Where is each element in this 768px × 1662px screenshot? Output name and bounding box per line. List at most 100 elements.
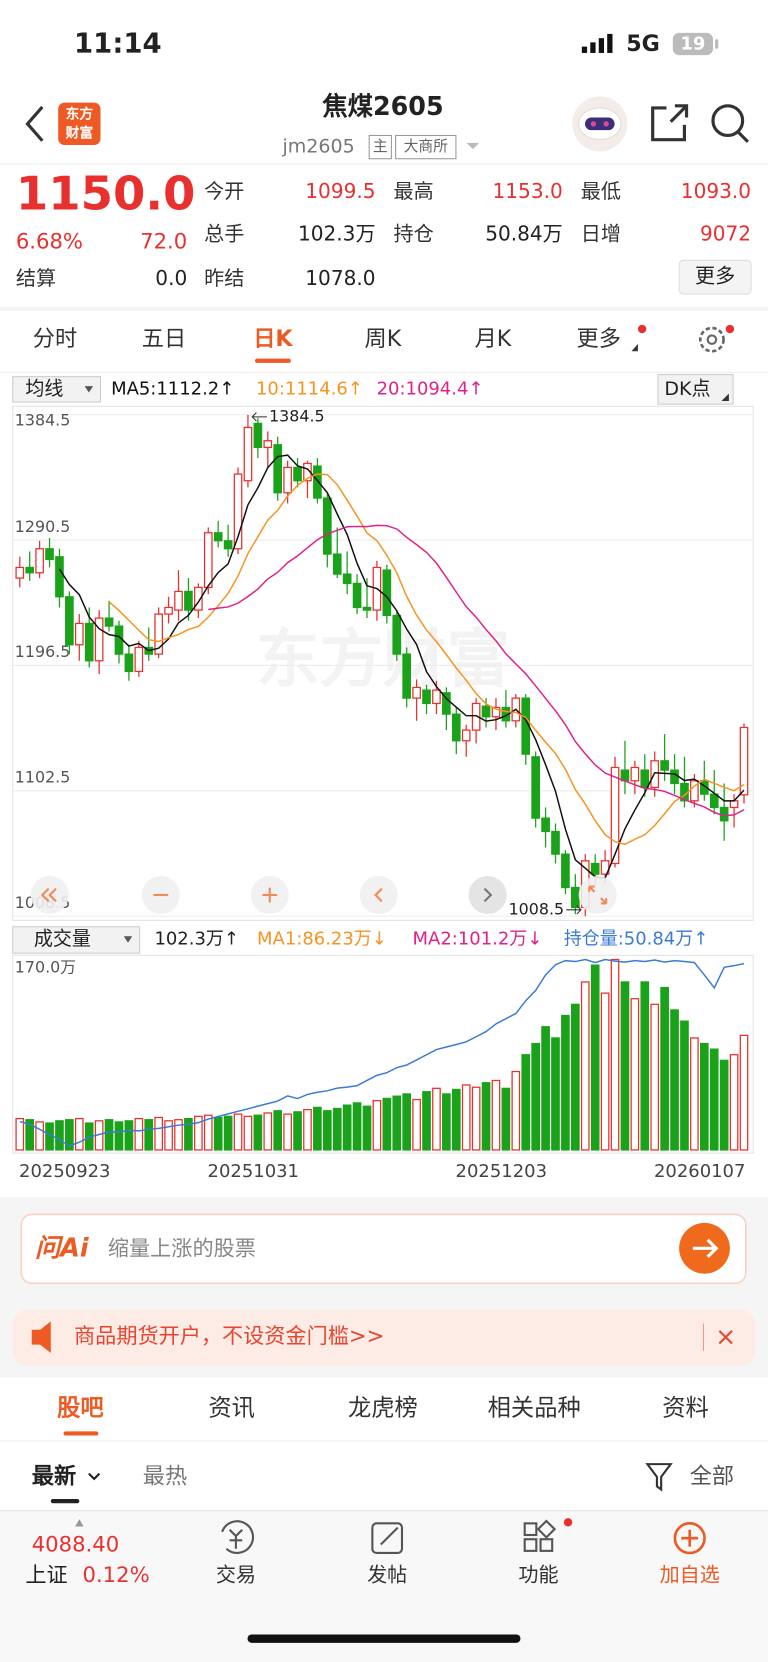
legend-entry: 102.3万↑: [154, 928, 238, 949]
tag-box: [368, 134, 392, 160]
volume-bar: [35, 1121, 44, 1151]
volume-bar: [551, 1037, 560, 1151]
ask-box[interactable]: [20, 1213, 747, 1285]
candle-body: [699, 780, 709, 795]
period-tab[interactable]: 日K: [253, 326, 293, 352]
content-tab[interactable]: 股吧: [57, 1395, 104, 1422]
kline-frame: [12, 405, 754, 921]
ask-placeholder[interactable]: 缩量上涨的股票: [108, 1235, 256, 1260]
volume-bar: [412, 1098, 421, 1151]
volume-bar: [273, 1110, 283, 1151]
candle-body: [313, 465, 322, 499]
period-tab[interactable]: 五日: [142, 326, 186, 352]
filter-hot[interactable]: 最热: [143, 1463, 187, 1489]
divider: [0, 306, 768, 312]
expand[interactable]: [578, 875, 617, 915]
ma-selector[interactable]: [12, 376, 102, 403]
candle-body: [243, 426, 253, 482]
code: jm2605: [281, 136, 354, 158]
period-tab[interactable]: 分时: [33, 326, 77, 352]
share-icon[interactable]: [651, 104, 689, 142]
field-value: 1153.0: [493, 179, 563, 203]
volume-bar: [342, 1104, 352, 1151]
ma-line: [208, 524, 745, 817]
volume-bar: [174, 1119, 183, 1151]
legend-entry: MA1:86.23万↓: [257, 928, 387, 949]
low-label: 1008.5: [509, 899, 564, 918]
candle-body: [392, 614, 402, 655]
candle-body: [134, 646, 144, 673]
legend-entry: 10:1114.6↑: [256, 378, 363, 399]
nav-item[interactable]: 加自选: [660, 1563, 720, 1587]
dk-label[interactable]: DK点: [664, 378, 710, 400]
volume-bar: [660, 986, 669, 1151]
collapse-icon[interactable]: [75, 1519, 84, 1527]
add-watch-icon[interactable]: [673, 1522, 706, 1555]
candle-body: [303, 462, 312, 482]
assistant-avatar[interactable]: [572, 96, 628, 152]
x-tick-label: 20250923: [19, 1161, 110, 1182]
nav-item[interactable]: 发帖: [367, 1563, 407, 1587]
candle-body: [739, 726, 749, 796]
candle-body: [471, 702, 481, 731]
period-tabs: 分时 五日 日K 周K 月K 更多: [33, 326, 638, 363]
legend-entry: 持仓量:50.84万↑: [564, 928, 708, 949]
y-tick-label: 1290.5: [15, 517, 70, 536]
nav-item[interactable]: 功能: [518, 1563, 558, 1587]
pan-left[interactable]: [359, 875, 398, 915]
settings-icon[interactable]: [698, 326, 725, 353]
volume-bar: [491, 1079, 501, 1151]
indicator-selector[interactable]: [12, 926, 141, 954]
candle-body: [293, 466, 302, 482]
chart-control-icons: [40, 885, 608, 905]
search-icon[interactable]: [711, 104, 750, 143]
candle-body: [213, 532, 223, 542]
content-tab[interactable]: 相关品种: [488, 1395, 581, 1422]
x-tick-label: 20251203: [456, 1161, 547, 1182]
volume-bar: [571, 1003, 580, 1151]
nav-item[interactable]: 交易: [216, 1563, 256, 1587]
content-tab[interactable]: 资料: [662, 1395, 709, 1422]
pan-right[interactable]: [468, 875, 507, 915]
volume-bar: [531, 1042, 540, 1151]
candle-body: [412, 686, 421, 699]
volume-bar: [322, 1110, 332, 1151]
candle-body: [154, 613, 164, 655]
period-tab[interactable]: 更多: [577, 326, 621, 352]
dropdown-icon: [84, 386, 94, 393]
more-button[interactable]: [678, 259, 752, 295]
candle-body: [670, 769, 679, 785]
trade-icon[interactable]: [221, 1520, 255, 1554]
promo-text[interactable]: 商品期货开户，不设资金门槛>>: [74, 1323, 384, 1348]
candle-body: [25, 566, 35, 574]
kline-plot: 1384.51290.51196.51102.51008.51384.51008…: [12, 406, 754, 1182]
dropdown-icon[interactable]: [466, 142, 480, 150]
battery-level: 19: [680, 33, 705, 54]
candle-body: [432, 689, 441, 705]
period-tab[interactable]: 月K: [475, 326, 513, 352]
volume-bar: [372, 1100, 382, 1151]
more-label[interactable]: 更多: [695, 264, 735, 288]
period-tab[interactable]: 周K: [365, 326, 403, 352]
filter-all[interactable]: 全部: [690, 1463, 734, 1489]
logo-text: 东方: [66, 105, 94, 122]
close-icon[interactable]: [718, 1330, 733, 1345]
ma-selector-label[interactable]: 均线: [25, 378, 63, 400]
volume-bar: [680, 1020, 689, 1151]
filter-icon[interactable]: [645, 1463, 673, 1492]
promo-banner[interactable]: [12, 1309, 756, 1366]
filter-latest[interactable]: 最新: [32, 1462, 76, 1489]
content-tab[interactable]: 龙虎榜: [348, 1395, 418, 1422]
function-icon[interactable]: [523, 1519, 557, 1552]
y-tick-label: 1102.5: [15, 768, 70, 787]
watermark: 东方财富: [256, 622, 510, 696]
candle-body: [630, 766, 640, 782]
content-tab[interactable]: 资讯: [208, 1395, 255, 1422]
indicator-label[interactable]: 成交量: [34, 928, 91, 950]
dk-button[interactable]: [657, 374, 734, 405]
back-button[interactable]: [25, 105, 44, 142]
post-icon[interactable]: [371, 1522, 404, 1555]
status-time: 11:14: [74, 27, 162, 59]
candle-body: [184, 590, 193, 611]
candle-body: [194, 586, 203, 611]
